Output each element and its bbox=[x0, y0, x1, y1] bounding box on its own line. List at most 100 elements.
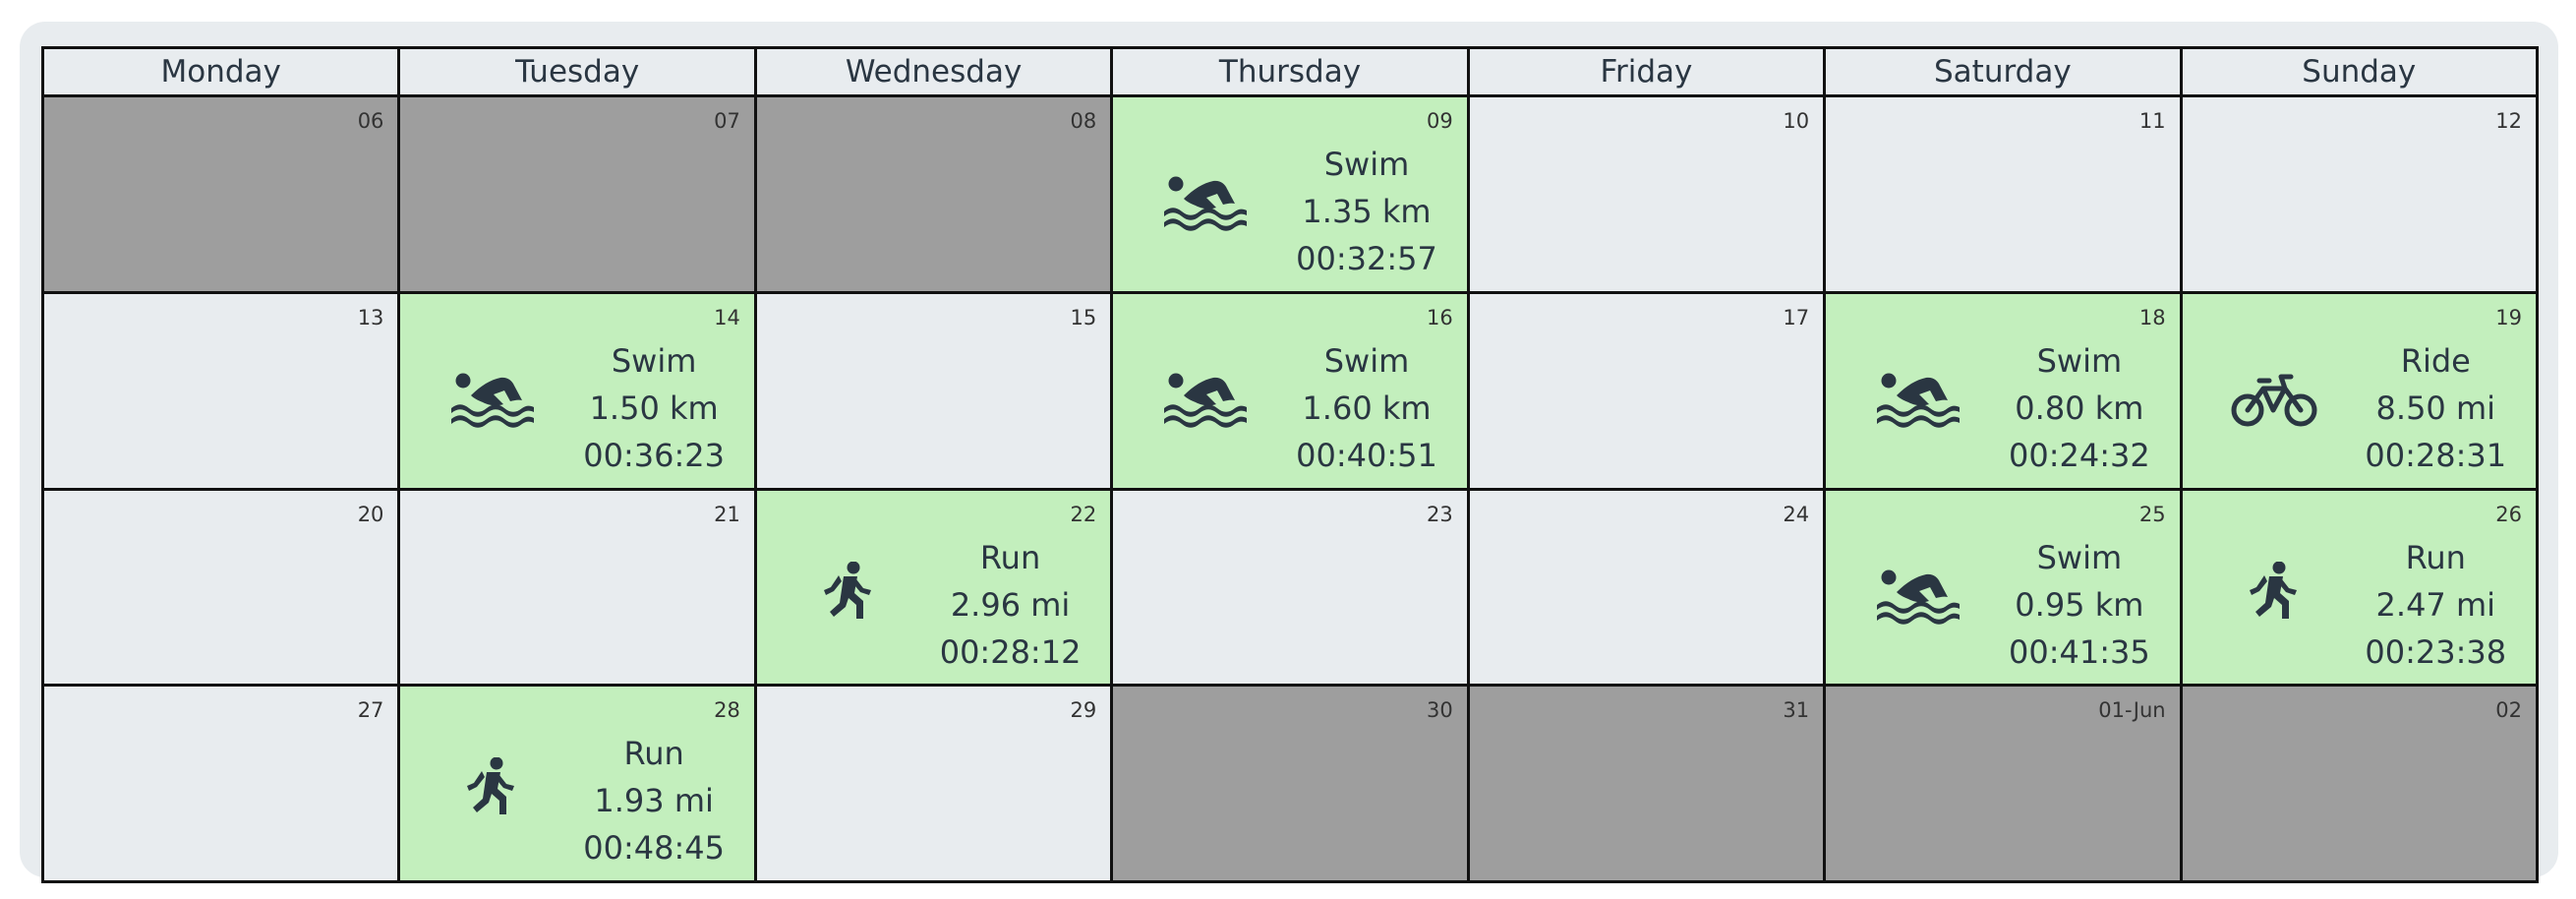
day-number: 01-Jun bbox=[2098, 698, 2166, 723]
calendar-day-cell[interactable]: 10 bbox=[1469, 97, 1827, 294]
calendar-day-cell[interactable]: 29 bbox=[756, 687, 1114, 883]
calendar-day-cell[interactable]: 07 bbox=[400, 97, 757, 294]
weekday-header-friday: Friday bbox=[1469, 49, 1827, 97]
day-number: 29 bbox=[1070, 698, 1097, 723]
day-number: 17 bbox=[1783, 305, 1810, 330]
calendar-day-cell[interactable]: 14 Swim 1.50 km 00:36:23 bbox=[400, 293, 757, 491]
activity-distance: 8.50 mi bbox=[2375, 389, 2496, 427]
swim-icon bbox=[1873, 562, 1961, 630]
calendar-day-cell[interactable]: 25 Swim 0.95 km 00:41:35 bbox=[1826, 490, 2183, 688]
day-number: 25 bbox=[2138, 502, 2166, 526]
activity-summary[interactable]: Swim 0.80 km 00:24:32 bbox=[1993, 337, 2165, 479]
day-number: 11 bbox=[2138, 109, 2166, 133]
day-number: 31 bbox=[1783, 698, 1810, 723]
day-number: 21 bbox=[714, 502, 740, 526]
calendar-day-cell[interactable]: 19 Ride 8.50 mi 00:28:31 bbox=[2182, 293, 2539, 491]
calendar-day-cell[interactable]: 27 bbox=[44, 687, 401, 883]
activity-distance: 1.93 mi bbox=[594, 782, 714, 820]
activity-distance: 0.95 km bbox=[2015, 585, 2144, 624]
activity-type: Swim bbox=[1323, 341, 1410, 380]
calendar-day-cell[interactable]: 08 bbox=[756, 97, 1114, 294]
activity-summary[interactable]: Run 2.96 mi 00:28:12 bbox=[924, 534, 1096, 676]
calendar-day-cell[interactable]: 26 Run 2.47 mi 00:23:38 bbox=[2182, 490, 2539, 688]
activity-type: Run bbox=[623, 735, 684, 773]
calendar-day-cell[interactable]: 23 bbox=[1113, 490, 1470, 688]
activity-summary[interactable]: Swim 1.60 km 00:40:51 bbox=[1280, 337, 1452, 479]
activity-duration: 00:24:32 bbox=[2008, 436, 2150, 474]
activity-type: Swim bbox=[1323, 146, 1410, 183]
activity-summary[interactable]: Ride 8.50 mi 00:28:31 bbox=[2350, 337, 2522, 479]
day-number: 24 bbox=[1783, 502, 1810, 526]
day-number: 22 bbox=[1070, 502, 1097, 526]
activity-type: Swim bbox=[611, 341, 697, 380]
day-number: 06 bbox=[357, 109, 384, 133]
calendar-day-cell[interactable]: 17 bbox=[1469, 293, 1827, 491]
calendar-day-cell[interactable]: 09 Swim 1.35 km 00:32:57 bbox=[1113, 97, 1470, 294]
calendar-day-cell[interactable]: 24 bbox=[1469, 490, 1827, 688]
activity-duration: 00:40:51 bbox=[1296, 436, 1437, 474]
day-number: 12 bbox=[2495, 109, 2522, 133]
swim-icon bbox=[447, 365, 536, 434]
day-number: 20 bbox=[357, 502, 384, 526]
weekday-header-tuesday: Tuesday bbox=[400, 49, 757, 97]
run-icon bbox=[804, 562, 893, 630]
swim-icon bbox=[1160, 365, 1249, 434]
day-number: 08 bbox=[1070, 109, 1097, 133]
day-number: 14 bbox=[714, 305, 740, 330]
activity-distance: 2.96 mi bbox=[950, 585, 1071, 624]
swim-icon bbox=[1873, 365, 1961, 434]
activity-summary[interactable]: Run 1.93 mi 00:48:45 bbox=[567, 730, 739, 871]
activity-summary[interactable]: Swim 1.35 km 00:32:57 bbox=[1280, 141, 1452, 282]
run-icon bbox=[447, 757, 536, 826]
calendar-day-cell[interactable]: 28 Run 1.93 mi 00:48:45 bbox=[400, 687, 757, 883]
activity-duration: 00:28:12 bbox=[939, 632, 1082, 671]
activity-summary[interactable]: Run 2.47 mi 00:23:38 bbox=[2350, 534, 2522, 676]
calendar-grid: Monday Tuesday Wednesday Thursday Friday Satu… bbox=[41, 46, 2539, 883]
activity-duration: 00:23:38 bbox=[2365, 632, 2507, 671]
calendar-day-cell[interactable]: 20 bbox=[44, 490, 401, 688]
run-icon bbox=[2230, 562, 2318, 630]
calendar-day-cell[interactable]: 30 bbox=[1113, 687, 1470, 883]
day-number: 09 bbox=[1426, 109, 1453, 133]
weekday-header-saturday: Saturday bbox=[1826, 49, 2183, 97]
activity-duration: 00:28:31 bbox=[2365, 436, 2507, 474]
day-number: 15 bbox=[1070, 305, 1097, 330]
weekday-header-sunday: Sunday bbox=[2182, 49, 2539, 97]
day-number: 23 bbox=[1426, 502, 1453, 526]
day-number: 02 bbox=[2495, 698, 2522, 723]
calendar-day-cell[interactable]: 06 bbox=[44, 97, 401, 294]
day-number: 19 bbox=[2495, 305, 2522, 330]
day-number: 07 bbox=[714, 109, 740, 133]
activity-duration: 00:36:23 bbox=[583, 436, 725, 474]
activity-distance: 1.35 km bbox=[1302, 193, 1432, 230]
activity-type: Swim bbox=[2036, 341, 2123, 380]
activity-summary[interactable]: Swim 1.50 km 00:36:23 bbox=[567, 337, 739, 479]
activity-type: Run bbox=[2405, 538, 2466, 576]
calendar-day-cell[interactable]: 01-Jun bbox=[1826, 687, 2183, 883]
activity-duration: 00:48:45 bbox=[583, 829, 725, 868]
activity-type: Ride bbox=[2400, 341, 2471, 380]
activity-distance: 1.60 km bbox=[1302, 389, 1432, 427]
calendar-day-cell[interactable]: 12 bbox=[2182, 97, 2539, 294]
calendar-day-cell[interactable]: 02 bbox=[2182, 687, 2539, 883]
weekday-header-monday: Monday bbox=[44, 49, 401, 97]
calendar-day-cell[interactable]: 21 bbox=[400, 490, 757, 688]
activity-summary[interactable]: Swim 0.95 km 00:41:35 bbox=[1993, 534, 2165, 676]
weekday-header-wednesday: Wednesday bbox=[756, 49, 1114, 97]
calendar-day-cell[interactable]: 18 Swim 0.80 km 00:24:32 bbox=[1826, 293, 2183, 491]
activity-type: Swim bbox=[2036, 538, 2123, 576]
weekday-header-thursday: Thursday bbox=[1113, 49, 1470, 97]
day-number: 28 bbox=[714, 698, 740, 723]
day-number: 18 bbox=[2138, 305, 2166, 330]
bike-icon bbox=[2230, 365, 2318, 434]
calendar-day-cell[interactable]: 22 Run 2.96 mi 00:28:12 bbox=[756, 490, 1114, 688]
calendar-day-cell[interactable]: 11 bbox=[1826, 97, 2183, 294]
calendar-day-cell[interactable]: 15 bbox=[756, 293, 1114, 491]
calendar-day-cell[interactable]: 16 Swim 1.60 km 00:40:51 bbox=[1113, 293, 1470, 491]
activity-distance: 1.50 km bbox=[589, 389, 719, 427]
activity-duration: 00:41:35 bbox=[2008, 632, 2150, 671]
day-number: 30 bbox=[1426, 698, 1453, 723]
activity-distance: 0.80 km bbox=[2015, 389, 2144, 427]
calendar-day-cell[interactable]: 31 bbox=[1469, 687, 1827, 883]
calendar-day-cell[interactable]: 13 bbox=[44, 293, 401, 491]
